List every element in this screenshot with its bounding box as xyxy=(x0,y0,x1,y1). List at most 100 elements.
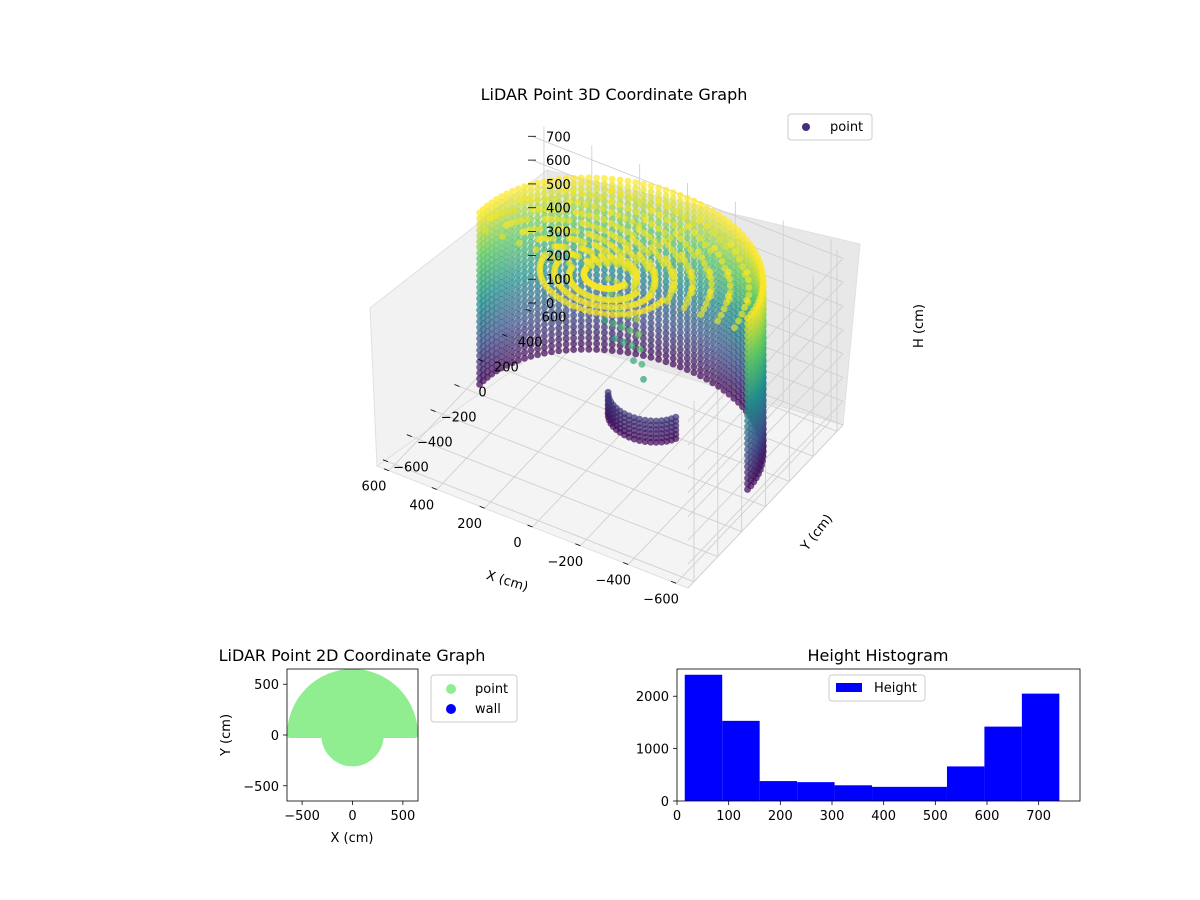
cloud-point xyxy=(636,345,644,353)
cloud-point xyxy=(503,327,511,335)
cloud-point xyxy=(476,301,483,308)
cloud-point xyxy=(744,360,751,368)
cloud-point xyxy=(555,176,563,183)
cloud-point xyxy=(603,310,611,318)
cloud-point xyxy=(614,261,621,269)
cloud-point xyxy=(624,349,632,356)
cloud-point xyxy=(703,324,711,332)
cloud-point xyxy=(730,223,738,231)
cloud-point xyxy=(715,354,722,362)
cloud-point xyxy=(655,333,662,340)
cloud-point xyxy=(584,221,592,229)
cloud-point xyxy=(662,324,670,331)
cloud-point xyxy=(633,315,641,323)
cloud-point xyxy=(683,262,691,269)
cloud-point xyxy=(711,244,719,252)
cloud-point xyxy=(573,228,581,235)
cloud-point xyxy=(661,229,668,237)
cloud-point xyxy=(631,309,638,317)
cloud-point xyxy=(509,359,516,367)
cloud-point xyxy=(669,257,677,265)
cloud-point xyxy=(555,341,563,349)
cloud-point xyxy=(555,233,563,241)
cloud-point xyxy=(720,346,728,354)
cloud-point xyxy=(476,375,483,383)
cloud-point xyxy=(655,190,662,198)
cloud-point xyxy=(476,209,483,217)
cloud-point xyxy=(509,227,516,235)
cloud-point xyxy=(534,322,541,330)
cloud-point xyxy=(498,347,505,355)
cloud-point xyxy=(697,321,704,328)
cloud-point xyxy=(590,223,597,230)
cloud-point xyxy=(745,284,753,291)
cloud-point xyxy=(697,206,704,214)
cloud-point xyxy=(509,233,516,241)
cloud-point xyxy=(534,345,541,353)
cloud-point xyxy=(577,323,585,330)
cloud-point xyxy=(716,236,724,244)
cloud-point xyxy=(562,306,570,314)
cloud-point xyxy=(551,206,558,214)
cloud-point xyxy=(676,334,684,342)
cloud-point xyxy=(569,188,577,196)
cloud-point xyxy=(676,283,684,291)
cloud-point xyxy=(598,303,606,310)
cloud-point xyxy=(744,383,751,390)
cloud-point xyxy=(647,314,655,321)
cloud-point xyxy=(683,194,691,202)
cloud-point xyxy=(669,332,677,339)
cloud-point xyxy=(715,297,722,305)
cloud-point xyxy=(555,336,563,343)
cloud-point xyxy=(581,306,588,314)
cloud-point xyxy=(655,350,662,358)
cloud-point xyxy=(647,348,655,356)
cloud-point xyxy=(735,227,742,235)
cloud-point xyxy=(744,371,751,379)
x-axis-label-3d: X (cm) xyxy=(484,568,530,595)
cloud-point xyxy=(745,291,753,299)
cloud-point xyxy=(669,189,677,197)
cloud-point xyxy=(593,271,600,279)
cloud-point xyxy=(503,247,511,255)
cloud-point xyxy=(498,238,505,246)
cloud-point xyxy=(624,320,632,328)
cloud-point xyxy=(697,298,704,305)
cloud-point xyxy=(744,354,751,362)
cloud-point xyxy=(503,333,511,341)
cloud-point xyxy=(662,352,670,360)
cloud-point xyxy=(498,256,505,263)
cloud-point xyxy=(710,229,718,237)
cloud-point xyxy=(534,219,541,227)
cloud-point xyxy=(640,192,647,199)
cloud-point xyxy=(570,302,578,310)
histogram-bar xyxy=(946,766,985,801)
cloud-point xyxy=(703,330,711,337)
cloud-point xyxy=(527,353,535,360)
cloud-point xyxy=(509,285,516,292)
cloud-point xyxy=(548,342,555,350)
cloud-point xyxy=(503,259,511,266)
cloud-point xyxy=(548,280,555,287)
cloud-point xyxy=(521,206,528,214)
cloud-point xyxy=(676,329,684,336)
cloud-point xyxy=(521,297,528,305)
cloud-point xyxy=(555,319,563,326)
cloud-point xyxy=(527,221,535,229)
cloud-point xyxy=(662,329,670,337)
cloud-point xyxy=(527,238,535,246)
cloud-point xyxy=(503,293,511,301)
cloud-point xyxy=(585,317,593,325)
cloud-point xyxy=(697,332,704,340)
cloud-point xyxy=(570,340,577,348)
cloud-point xyxy=(570,334,577,342)
cloud-point xyxy=(536,205,544,213)
cloud-point xyxy=(632,190,640,198)
cloud-point xyxy=(689,273,696,281)
cloud-point xyxy=(715,211,722,219)
cloud-point xyxy=(697,343,704,351)
cloud-point xyxy=(690,357,698,365)
cloud-point xyxy=(585,185,593,193)
cloud-point xyxy=(669,240,677,248)
cloud-point xyxy=(662,306,670,314)
